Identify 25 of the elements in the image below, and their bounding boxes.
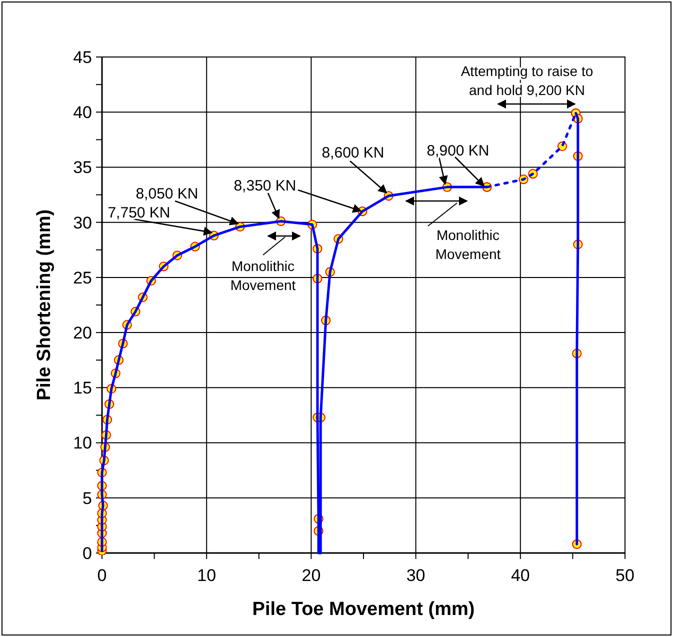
annotation: 8,900 KN <box>426 142 490 160</box>
y-axis-title: Pile Shortening (mm) <box>34 209 55 401</box>
annotation: Monolithic Movement <box>230 258 296 293</box>
x-axis-title: Pile Toe Movement (mm) <box>252 599 475 620</box>
annotation: 8,050 KN <box>136 185 198 202</box>
y-tick-label: 25 <box>73 268 92 288</box>
x-tick-label: 30 <box>406 566 426 585</box>
x-tick-label: 50 <box>616 566 634 585</box>
y-tick-label: 35 <box>73 158 92 178</box>
y-tick-label: 40 <box>73 103 92 122</box>
y-tick-label: 15 <box>73 378 92 398</box>
y-tick-label: 0 <box>82 544 92 563</box>
annotation: 7,750 KN <box>108 204 170 222</box>
annotation: Monolithic Movement <box>435 226 501 262</box>
y-tick-label: 5 <box>82 488 92 508</box>
y-tick-label: 30 <box>73 213 92 232</box>
x-tick-label: 40 <box>510 566 530 585</box>
annotation: 8,350 KN <box>234 177 296 194</box>
y-tick-label: 20 <box>73 324 92 343</box>
y-tick-label: 45 <box>73 48 92 67</box>
annotation: 8,600 KN <box>322 144 384 162</box>
x-tick-label: 10 <box>197 566 216 585</box>
x-tick-label: 0 <box>97 566 107 585</box>
y-tick-label: 10 <box>73 434 92 453</box>
x-tick-label: 20 <box>302 566 321 585</box>
